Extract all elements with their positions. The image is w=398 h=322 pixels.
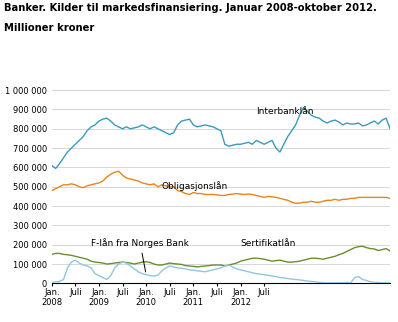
Text: F-lån fra Norges Bank: F-lån fra Norges Bank bbox=[91, 238, 189, 272]
Text: Banker. Kilder til markedsfinansiering. Januar 2008-oktober 2012.: Banker. Kilder til markedsfinansiering. … bbox=[4, 3, 377, 13]
Text: Interbanklån: Interbanklån bbox=[256, 107, 314, 116]
Text: Millioner kroner: Millioner kroner bbox=[4, 23, 94, 33]
Text: Sertifikatlån: Sertifikatlån bbox=[240, 239, 296, 248]
Text: Obligasjonslån: Obligasjonslån bbox=[162, 181, 228, 191]
